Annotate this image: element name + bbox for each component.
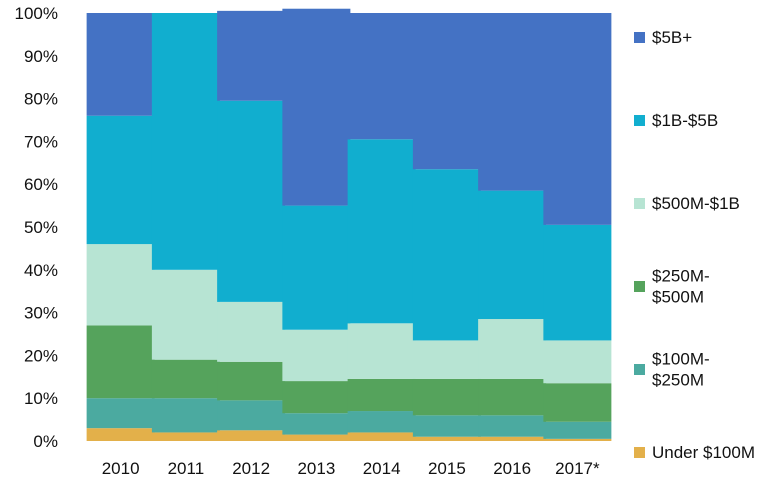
legend-label: $5B+ bbox=[652, 28, 692, 47]
bar-segment bbox=[282, 381, 351, 414]
bar-segment bbox=[347, 139, 416, 324]
y-tick-label: 0% bbox=[33, 432, 58, 451]
legend-swatch bbox=[634, 32, 645, 43]
bar-segment bbox=[151, 13, 220, 270]
bar-segment bbox=[86, 13, 155, 116]
bar-segment bbox=[543, 383, 612, 422]
bar-segment bbox=[543, 438, 612, 441]
y-tick-label: 80% bbox=[24, 90, 58, 109]
bar-segment bbox=[217, 400, 286, 431]
bar-segment bbox=[347, 378, 416, 412]
y-tick-label: 60% bbox=[24, 175, 58, 194]
legend-label: $250M- bbox=[652, 267, 710, 286]
legend-swatch bbox=[634, 364, 645, 375]
bar-segment bbox=[478, 415, 547, 437]
bar-segment bbox=[543, 224, 612, 341]
legend-label: $100M- bbox=[652, 350, 710, 369]
bar-segment bbox=[478, 436, 547, 441]
bar-segment bbox=[86, 398, 155, 429]
legend-swatch bbox=[634, 447, 645, 458]
x-tick-label: 2017* bbox=[555, 459, 600, 478]
bar-segment bbox=[412, 378, 481, 416]
x-tick-label: 2014 bbox=[363, 459, 401, 478]
bar-segment bbox=[412, 13, 481, 170]
bar-segment bbox=[478, 190, 547, 320]
legend-label: $500M-$1B bbox=[652, 194, 740, 213]
bar-segment bbox=[86, 428, 155, 441]
legend-swatch bbox=[634, 281, 645, 292]
bar-segment bbox=[478, 378, 547, 416]
legend-label: Under $100M bbox=[652, 443, 755, 462]
bar-segment bbox=[217, 430, 286, 441]
x-tick-label: 2012 bbox=[232, 459, 270, 478]
bar-segment bbox=[282, 205, 351, 330]
bar-segment bbox=[151, 269, 220, 360]
bar-segment bbox=[543, 13, 612, 225]
legend-swatch bbox=[634, 115, 645, 126]
bar-segment bbox=[217, 301, 286, 362]
legend-label: $500M bbox=[652, 288, 704, 307]
x-tick-label: 2011 bbox=[168, 459, 205, 478]
bar-segment bbox=[347, 323, 416, 379]
bar-segment bbox=[347, 13, 416, 140]
bar-segment bbox=[282, 329, 351, 382]
bar-segment bbox=[412, 340, 481, 379]
x-tick-label: 2015 bbox=[428, 459, 466, 478]
bar-segment bbox=[412, 436, 481, 441]
y-tick-label: 90% bbox=[24, 47, 58, 66]
bar-segment bbox=[543, 421, 612, 439]
bar-segment bbox=[217, 361, 286, 401]
y-tick-label: 30% bbox=[24, 304, 58, 323]
bar-segment bbox=[86, 244, 155, 326]
bar-segment bbox=[282, 8, 351, 206]
y-tick-label: 100% bbox=[15, 4, 58, 23]
y-tick-label: 40% bbox=[24, 261, 58, 280]
legend-label: $250M bbox=[652, 371, 704, 390]
bar-segment bbox=[347, 411, 416, 433]
bar-segment bbox=[86, 115, 155, 245]
bar-segment bbox=[282, 413, 351, 435]
bar-segment bbox=[543, 340, 612, 384]
bar-segment bbox=[347, 432, 416, 441]
x-tick-label: 2010 bbox=[102, 459, 140, 478]
bar-segment bbox=[151, 432, 220, 441]
bar-segment bbox=[151, 359, 220, 399]
legend-swatch bbox=[634, 198, 645, 209]
bar-segment bbox=[412, 415, 481, 437]
y-tick-label: 70% bbox=[24, 132, 58, 151]
bar-segment bbox=[282, 434, 351, 441]
bar-segment bbox=[478, 319, 547, 379]
bar-segment bbox=[412, 169, 481, 341]
y-tick-label: 10% bbox=[24, 389, 58, 408]
x-tick-label: 2016 bbox=[493, 459, 531, 478]
y-tick-label: 50% bbox=[24, 218, 58, 237]
legend-label: $1B-$5B bbox=[652, 111, 718, 130]
bar-segment bbox=[217, 10, 286, 101]
bar-segment bbox=[86, 325, 155, 399]
bar-segment bbox=[151, 398, 220, 433]
bar-segment bbox=[478, 13, 547, 191]
bar-segment bbox=[217, 100, 286, 302]
y-tick-label: 20% bbox=[24, 346, 58, 365]
x-tick-label: 2013 bbox=[297, 459, 335, 478]
